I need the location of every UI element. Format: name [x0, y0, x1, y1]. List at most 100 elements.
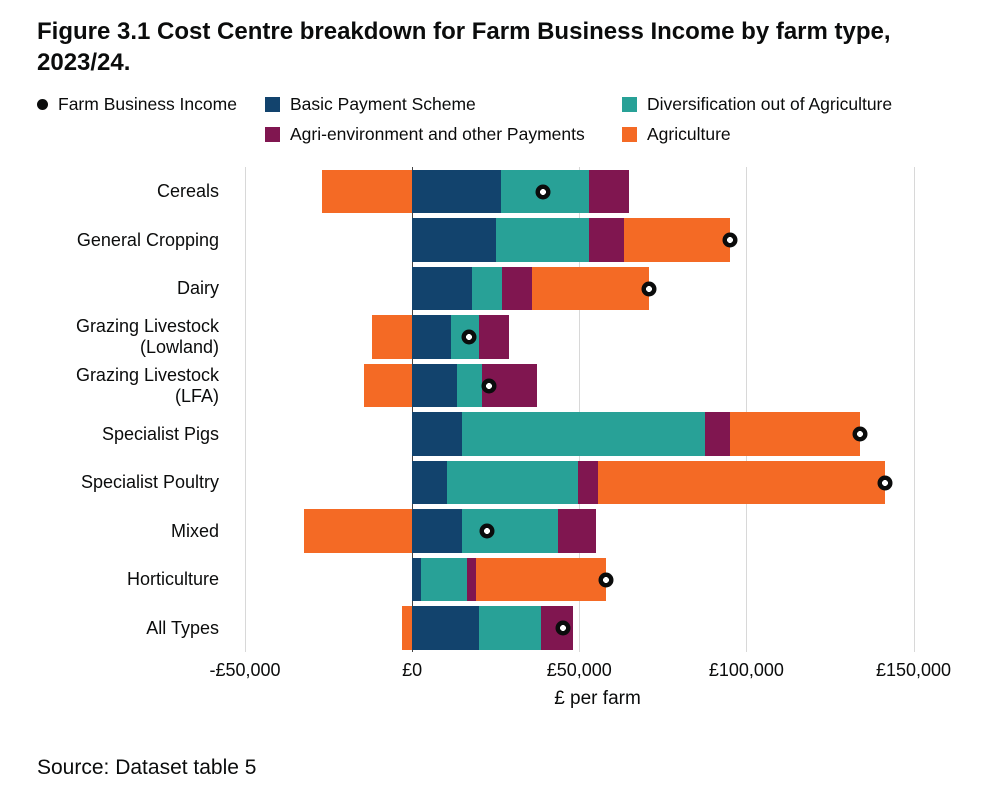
gridline [245, 167, 247, 653]
bar-row [233, 410, 962, 459]
bar-segment [363, 363, 413, 408]
bar-segment [475, 557, 606, 602]
bar-segment [412, 169, 501, 214]
x-tick-label: £0 [402, 660, 423, 681]
y-axis-label: All Types [146, 617, 219, 638]
legend-label: Agri-environment and other Payments [290, 124, 585, 145]
bar-segment [412, 412, 463, 456]
source-note: Source: Dataset table 5 [37, 756, 257, 780]
bar-segment [447, 460, 578, 505]
bar-segment [704, 412, 730, 456]
y-axis-label: Mixed [170, 520, 219, 541]
legend-square-marker [622, 97, 637, 113]
bar-segment [479, 315, 510, 359]
bar-row [233, 555, 962, 604]
farm-business-income-dot [461, 329, 477, 345]
legend-square-marker [622, 127, 637, 143]
legend-label: Diversification out of Agriculture [647, 94, 893, 115]
bar-segment [495, 218, 590, 262]
bar-segment [462, 509, 558, 553]
y-axis-label: General Cropping [76, 229, 219, 250]
bar-segment [321, 169, 413, 214]
bar-row [233, 216, 962, 265]
farm-business-income-dot [722, 232, 738, 248]
legend-label: Agriculture [647, 124, 731, 145]
legend-dot-marker [37, 99, 48, 111]
bar-segment [412, 363, 458, 408]
bar-row [233, 313, 962, 362]
y-axis-label: Cereals [156, 181, 219, 202]
figure-title: Figure 3.1 Cost Centre breakdown for Far… [37, 18, 891, 77]
bar-segment [420, 557, 468, 602]
farm-business-income-dot [852, 426, 868, 442]
legend-square-marker [265, 127, 280, 143]
bar-row [233, 507, 962, 556]
bar-segment [729, 412, 861, 456]
legend-item: Diversification out of Agriculture [622, 94, 962, 115]
bar-row [233, 458, 962, 507]
legend-label: Basic Payment Scheme [290, 94, 476, 115]
bar-segment [532, 266, 650, 311]
bar-segment [597, 460, 886, 505]
farm-business-income-dot [641, 281, 657, 297]
chart: Cereals General Cropping Dairy Grazing Live… [37, 167, 962, 680]
farm-business-income-dot [877, 475, 893, 491]
bar-segment [457, 363, 483, 408]
x-tick-label: £100,000 [708, 660, 784, 681]
y-axis-label: Grazing Livestock (LFA) [75, 364, 219, 406]
bar-segment [412, 557, 421, 602]
bar-segment [589, 169, 630, 214]
bar-segment [412, 218, 496, 262]
farm-business-income-dot [535, 184, 551, 200]
legend: Farm Business Income Basic Payment Scheme… [37, 94, 962, 145]
bar-segment [412, 460, 448, 505]
x-tick-label: -£50,000 [209, 660, 281, 681]
plot-area: -£50,000 £0 £50,000 £100,000 £150,000 [210, 167, 962, 680]
legend-item: Agri-environment and other Payments [265, 124, 622, 145]
x-axis-title: £ per farm [554, 688, 641, 710]
y-axis-label: Dairy [176, 278, 219, 299]
x-tick-label: £50,000 [546, 660, 612, 681]
bar-segment [502, 266, 533, 311]
farm-business-income-dot [555, 620, 571, 636]
bar-segment [472, 266, 503, 311]
bar-segment [412, 266, 473, 311]
legend-square-marker [265, 97, 280, 113]
bar-segment [462, 412, 705, 456]
bar-segment [412, 315, 451, 359]
y-axis-label: Grazing Livestock (Lowland) [75, 316, 219, 358]
bar-segment [589, 218, 625, 262]
gridline [913, 167, 915, 653]
bar-segment [557, 509, 596, 553]
farm-business-income-dot [481, 378, 497, 394]
bar-segment [577, 460, 598, 505]
farm-business-income-dot [598, 572, 614, 588]
bar-rows [233, 167, 962, 652]
legend-label: Farm Business Income [58, 94, 237, 115]
gridline [579, 167, 581, 653]
bar-segment [303, 509, 413, 553]
y-axis-label: Specialist Pigs [101, 423, 219, 444]
bar-segment [412, 509, 463, 553]
farm-business-income-dot [479, 523, 495, 539]
y-axis-label: Horticulture [126, 569, 219, 590]
bar-segment [402, 606, 413, 650]
bar-row [233, 361, 962, 410]
x-tick-label: £150,000 [875, 660, 952, 681]
bar-row [233, 167, 962, 216]
y-axis-labels: Cereals General Cropping Dairy Grazing Live… [37, 167, 233, 652]
gridline [746, 167, 748, 653]
bar-row [233, 604, 962, 653]
bar-segment [479, 606, 541, 650]
bar-row [233, 264, 962, 313]
legend-item: Farm Business Income [37, 94, 265, 115]
y-axis-label: Specialist Poultry [80, 472, 219, 493]
bar-segment [372, 315, 413, 359]
legend-item: Agriculture [622, 124, 962, 145]
zero-axis-line [412, 167, 414, 653]
bar-segment [412, 606, 479, 650]
bar-segment [467, 557, 476, 602]
legend-item: Basic Payment Scheme [265, 94, 622, 115]
bar-segment [624, 218, 730, 262]
